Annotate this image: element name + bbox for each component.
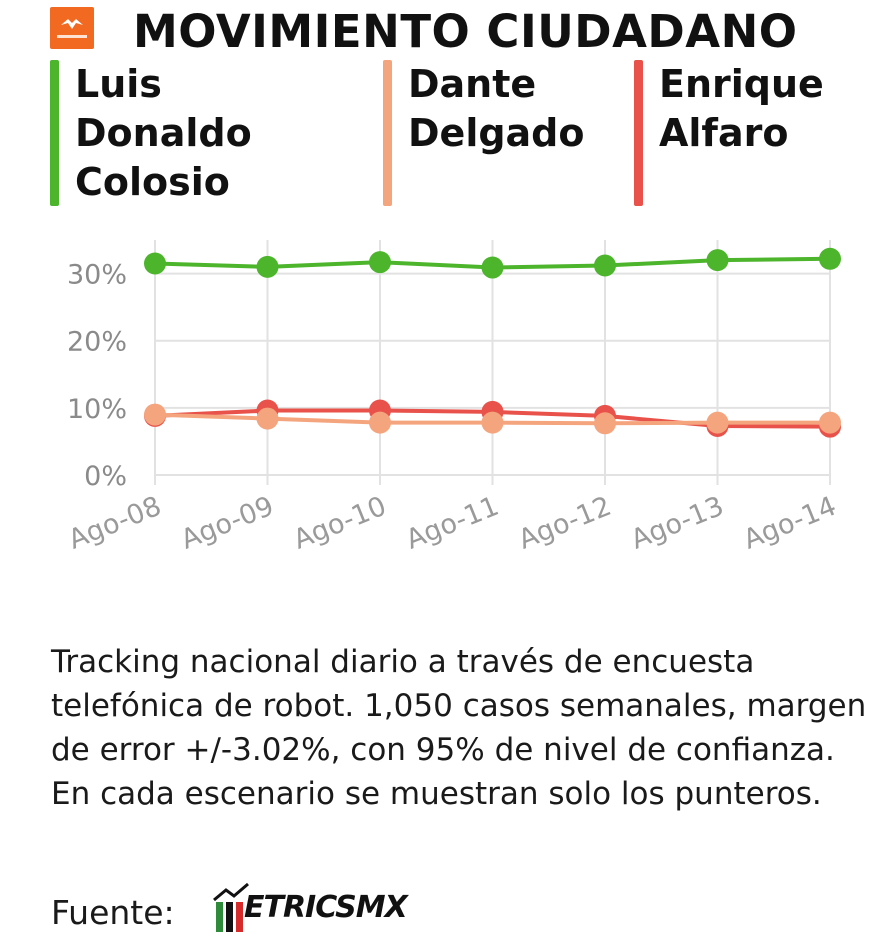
chart-title: MOVIMIENTO CIUDADANO [133, 5, 798, 58]
logo-caption [57, 35, 87, 38]
data-point [481, 256, 504, 279]
candidate-legend-colosio: Luis Donaldo Colosio [50, 60, 370, 208]
y-tick-label: 0% [84, 461, 127, 492]
x-tick-label: Ago-13 [627, 491, 728, 556]
metricsmx-mark-icon [213, 882, 249, 932]
candidate-legend-alfaro: Enrique Alfaro [634, 60, 884, 208]
header: MOVIMIENTO CIUDADANO [0, 0, 892, 60]
legend-color-bar [634, 60, 643, 206]
data-point [819, 411, 841, 434]
y-tick-label: 20% [67, 327, 127, 358]
data-point [594, 254, 616, 277]
data-point [594, 412, 616, 435]
x-tick-label: Ago-09 [177, 491, 278, 556]
x-tick-label: Ago-08 [64, 491, 165, 556]
data-point [256, 407, 279, 430]
data-point [144, 252, 166, 275]
x-tick-label: Ago-10 [289, 491, 390, 556]
candidate-legend-delgado: Dante Delgado [383, 60, 633, 208]
line-chart: 0%10%20%30%Ago-08 Ago-09 Ago-10 Ago-11 Ago-1… [64, 240, 841, 556]
data-point [369, 411, 391, 434]
metricsmx-wordmark: ETRICSMX [244, 890, 408, 925]
candidate-name: Luis Donaldo Colosio [75, 62, 252, 204]
data-point [481, 411, 504, 434]
data-point [144, 403, 166, 426]
legend-color-bar [50, 60, 59, 206]
methodology-note: Tracking nacional diario a través de enc… [51, 644, 867, 812]
data-point [706, 249, 729, 272]
x-tick-label: Ago-11 [402, 491, 503, 556]
metricsmx-logo: ETRICSMX [212, 880, 408, 936]
legend-color-bar [383, 60, 392, 206]
y-tick-label: 10% [67, 394, 127, 425]
data-point [706, 411, 729, 434]
party-logo [50, 7, 94, 49]
data-point [256, 255, 279, 278]
y-tick-label: 30% [67, 260, 127, 291]
x-tick-label: Ago-14 [739, 491, 840, 556]
data-point [369, 251, 391, 274]
x-tick-label: Ago-12 [514, 491, 615, 556]
eagle-icon [61, 19, 83, 29]
data-point [819, 247, 841, 270]
source-label: Fuente: [51, 893, 175, 932]
candidate-name: Enrique Alfaro [659, 62, 824, 155]
candidate-name: Dante Delgado [408, 62, 585, 155]
